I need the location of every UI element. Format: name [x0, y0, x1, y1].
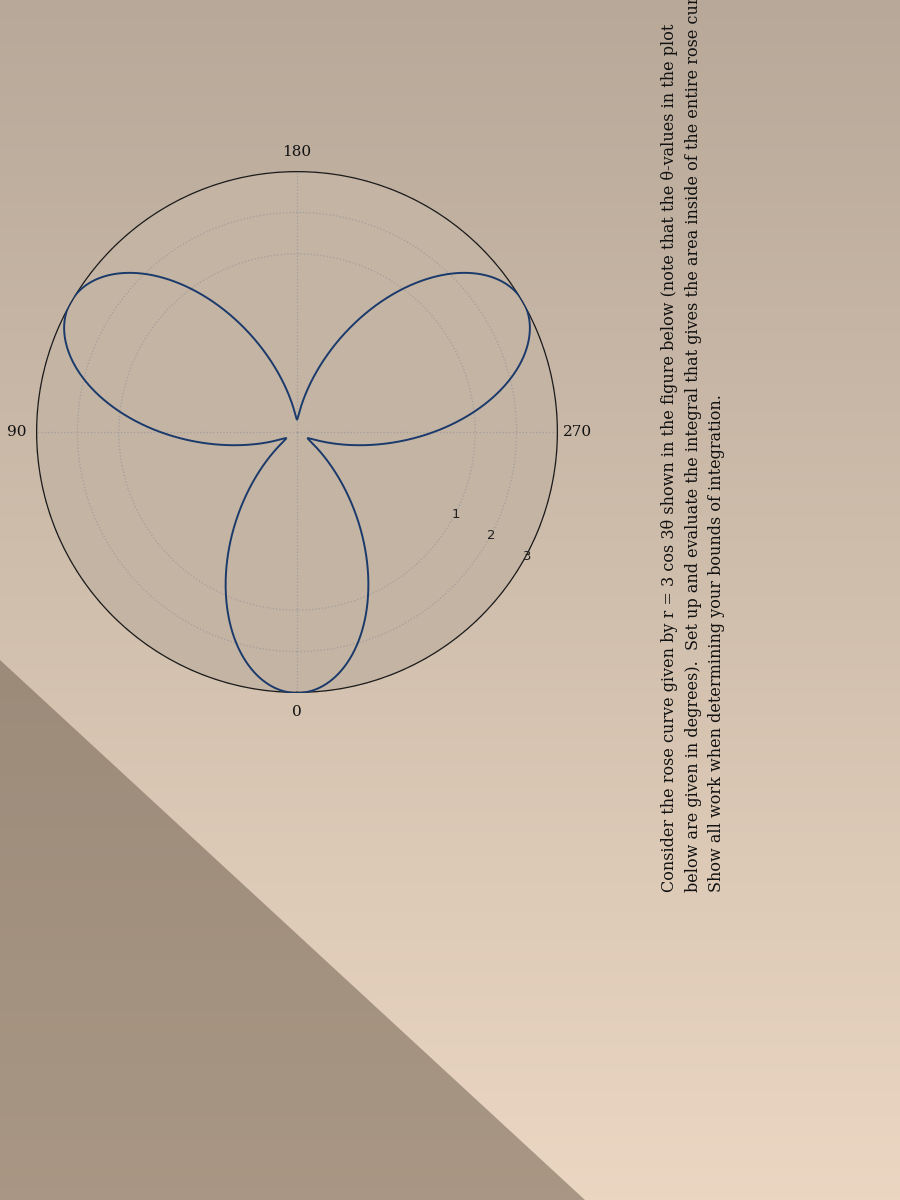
Polygon shape [0, 660, 585, 1200]
Text: Consider the rose curve given by r = 3 cos 3θ shown in the figure below (note th: Consider the rose curve given by r = 3 c… [661, 0, 725, 892]
